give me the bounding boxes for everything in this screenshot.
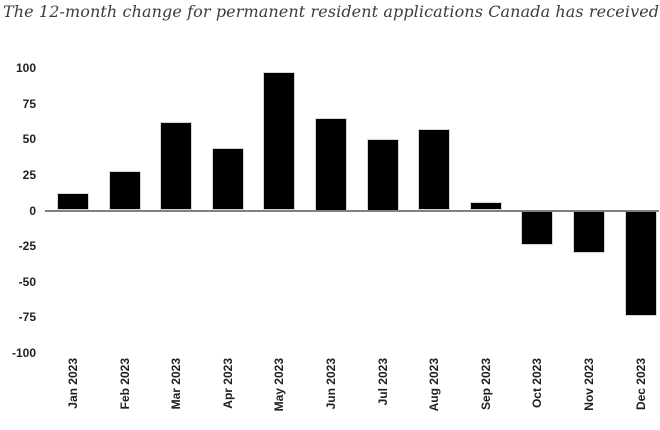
y-tick-label-0: 0 xyxy=(29,203,36,218)
x-tick-label-jun-2023: Jun 2023 xyxy=(324,358,338,410)
y-tick-label-100: 100 xyxy=(15,61,36,75)
x-tick-label-sep-2023: Sep 2023 xyxy=(478,358,493,411)
x-tick-label-apr-2023: Apr 2023 xyxy=(220,358,235,409)
x-tick-label-jan-2023: Jan 2023 xyxy=(66,358,80,409)
y-tick-label--25: -25 xyxy=(18,239,36,254)
x-tick-label-nov-2023: Nov 2023 xyxy=(582,358,596,411)
zero-baseline xyxy=(45,209,659,212)
y-tick-label--50: -50 xyxy=(18,274,36,289)
bar-oct-2023 xyxy=(521,210,554,245)
x-tick-label-aug-2023: Aug 2023 xyxy=(427,358,442,412)
x-tick-label-dec-2023: Dec 2023 xyxy=(633,358,648,411)
bar-feb-2023 xyxy=(108,170,141,211)
y-tick-label-25: 25 xyxy=(22,167,36,182)
bar-apr-2023 xyxy=(211,147,244,211)
bar-jul-2023 xyxy=(366,139,399,211)
bar-aug-2023 xyxy=(418,129,451,211)
y-tick-label-50: 50 xyxy=(22,132,36,147)
x-tick-label-mar-2023: Mar 2023 xyxy=(169,358,184,410)
bar-dec-2023 xyxy=(624,210,657,316)
y-tick-label--75: -75 xyxy=(18,310,36,325)
x-tick-label-jul-2023: Jul 2023 xyxy=(375,358,390,406)
y-tick-label--100: -100 xyxy=(11,346,36,360)
x-tick-label-oct-2023: Oct 2023 xyxy=(530,358,545,409)
bar-nov-2023 xyxy=(573,210,605,254)
bar-mar-2023 xyxy=(160,122,193,211)
x-tick-label-may-2023: May 2023 xyxy=(272,358,287,412)
y-tick-label-75: 75 xyxy=(22,96,36,111)
bar-jun-2023 xyxy=(315,117,347,211)
chart-title: The 12-month change for permanent reside… xyxy=(3,2,660,21)
x-tick-label-feb-2023: Feb 2023 xyxy=(117,358,132,410)
bar-jan-2023 xyxy=(57,193,89,211)
bar-may-2023 xyxy=(263,72,296,211)
